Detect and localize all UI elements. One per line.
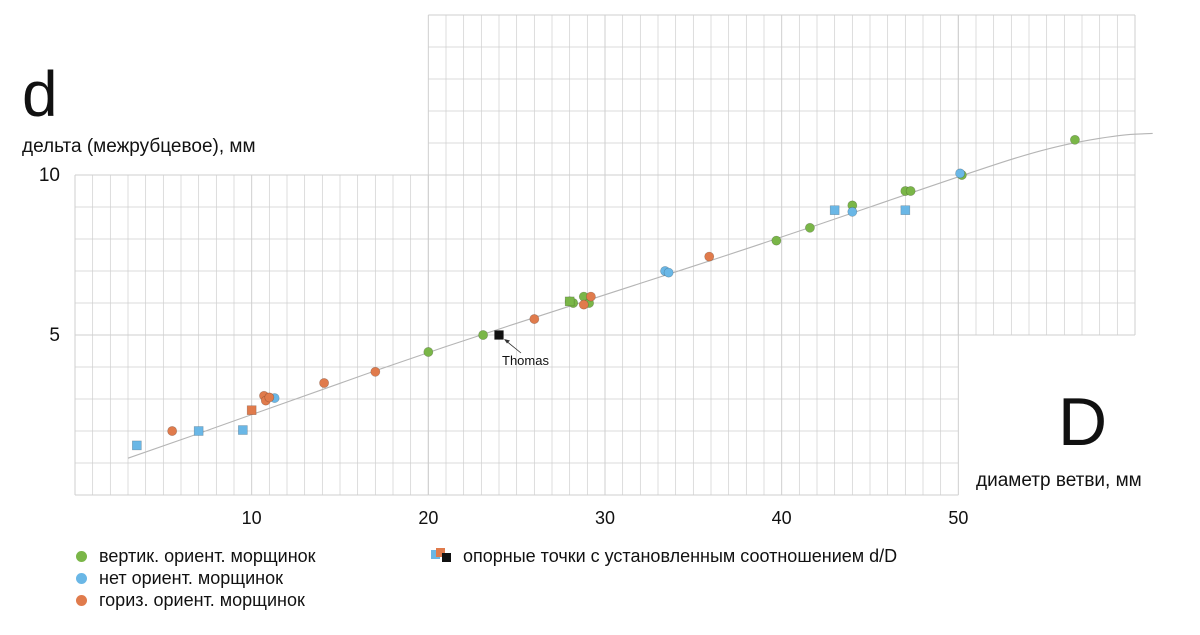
x-axis-symbol: D [1058,384,1108,460]
x-tick-label: 20 [418,508,438,528]
y-axis-label: дельта (межрубцевое), мм [22,136,256,157]
x-tick-label: 50 [948,508,968,528]
fit-curve [127,132,1153,459]
legend-label-vertical: вертик. ориент. морщинок [99,545,316,566]
legend-label-horizontal: гориз. ориент. морщинок [99,589,305,610]
legend-item-none: нет ориент. морщинок [76,567,316,589]
data-point [847,206,858,217]
data-point [771,235,782,246]
data-point [805,222,815,233]
reference-point [494,330,504,340]
reference-point [193,426,204,436]
data-point [478,330,488,340]
legend-orientation: вертик. ориент. морщинок нет ориент. мор… [76,545,316,611]
reference-point [564,296,575,307]
legend-item-reference: опорные точки с установленным соотношени… [431,545,897,567]
y-tick-label: 5 [49,325,60,346]
legend-label-reference: опорные точки с установленным соотношени… [463,545,898,566]
reference-point [900,205,911,215]
y-tick-label: 10 [39,165,60,186]
y-axis-symbol: d [22,58,58,130]
x-tick-label: 30 [595,508,615,528]
x-axis-label: диаметр ветви, мм [976,470,1142,491]
data-point [264,392,275,403]
data-point [370,366,381,377]
annotation-arrowhead [504,339,510,344]
data-point [578,299,589,310]
data-point [585,291,596,302]
data-point [704,251,715,262]
data-point [529,314,540,324]
data-point [1070,134,1080,145]
reference-point [246,405,257,416]
data-point [663,267,674,278]
x-tick-label: 10 [242,508,262,528]
legend-item-vertical: вертик. ориент. морщинок [76,545,316,567]
legend-marker-horizontal [76,594,87,606]
legend-reference: опорные точки с установленным соотношени… [431,545,897,567]
data-point [905,186,916,196]
annotation-label-thomas: Thomas [502,353,549,368]
legend-label-none: нет ориент. морщинок [99,567,283,588]
data-point [955,168,965,179]
legend-marker-reference [431,548,453,564]
legend-item-horizontal: гориз. ориент. морщинок [76,589,316,611]
x-tick-label: 40 [772,508,792,528]
data-point [319,378,329,388]
data-point [423,347,434,357]
reference-point [829,205,840,215]
reference-point [238,425,248,435]
reference-point [132,440,142,451]
legend-marker-none [76,572,87,584]
data-point [167,426,178,436]
legend-marker-vertical [76,550,87,562]
